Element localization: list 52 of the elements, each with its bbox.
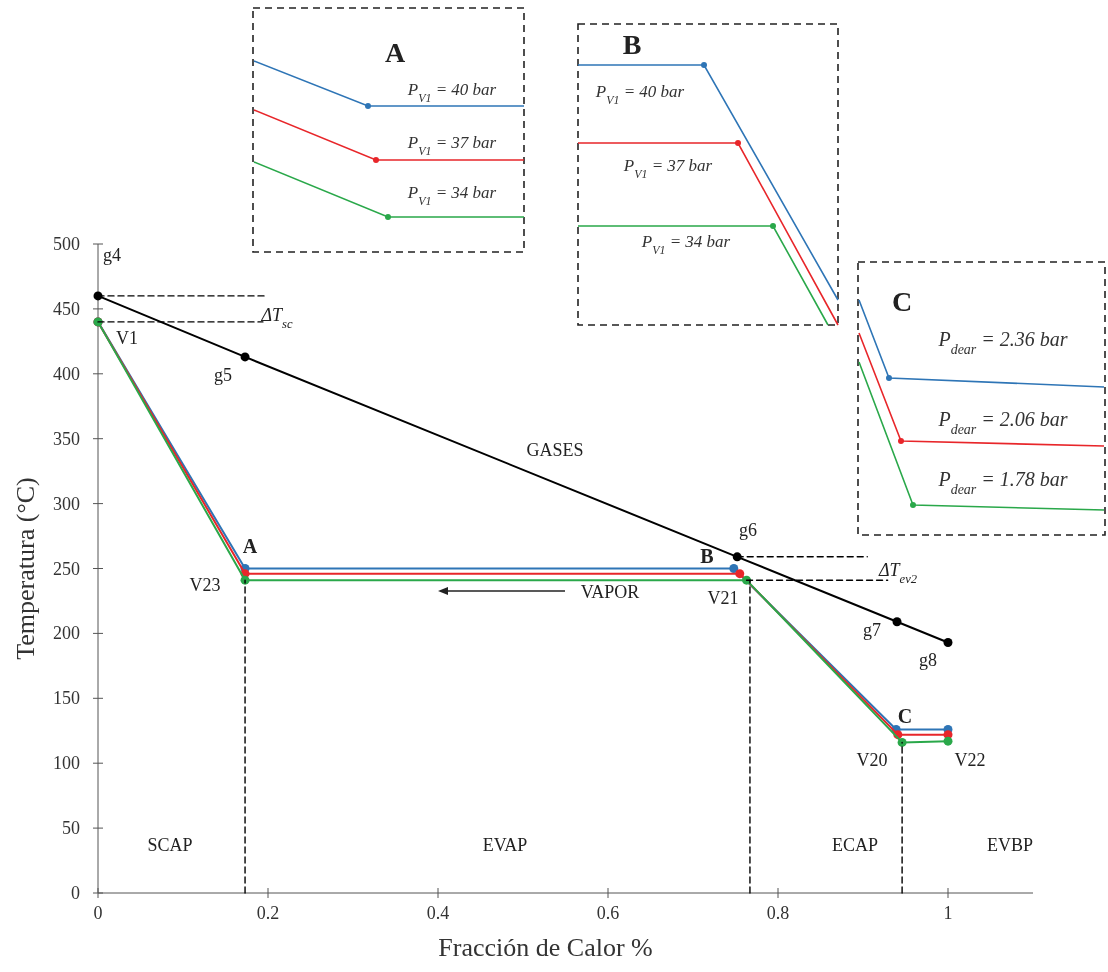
y-tick-label: 200 <box>53 623 80 644</box>
x-tick-label: 1 <box>943 903 953 923</box>
text: P$_{V1}$ = 37 bar <box>406 133 497 158</box>
annotation: V1 <box>116 328 138 348</box>
text: P$_{V1}$ = 40 bar <box>406 80 497 105</box>
x-tick-label: 0.6 <box>596 903 620 923</box>
y-tick-label: 300 <box>53 493 80 514</box>
annotation: g7 <box>863 620 881 640</box>
annotation: SCAP <box>147 835 193 855</box>
annotation: g6 <box>739 520 757 540</box>
annotation: GASES <box>526 440 584 460</box>
y-tick-label: 100 <box>53 753 80 774</box>
annotation: V23 <box>189 575 221 595</box>
y-axis-title: Temperatura (°C) <box>11 477 40 660</box>
annotation: P$_{dear}$ = 1.78 bar <box>937 468 1068 497</box>
annotation: ΔT$_{sc}$ <box>260 305 293 331</box>
annotation: A <box>242 535 258 557</box>
x-tick-label: 0 <box>93 903 103 923</box>
y-tick-label: 50 <box>62 818 80 839</box>
x-tick-label: 0.4 <box>426 903 450 923</box>
annotation: C <box>897 705 913 727</box>
x-axis-title: Fracción de Calor % <box>438 933 653 962</box>
text: C <box>891 286 913 317</box>
text: A <box>384 37 406 68</box>
x-tick-label: 0.8 <box>766 903 790 923</box>
y-tick-label: 400 <box>53 363 80 384</box>
annotation: g5 <box>214 365 232 385</box>
annotation: P$_{dear}$ = 2.36 bar <box>937 328 1068 357</box>
annotation: ECAP <box>831 835 879 855</box>
annotation: ΔT$_{ev2}$ <box>877 560 918 586</box>
y-tick-label: 0 <box>71 883 80 903</box>
y-tick-label: 250 <box>53 558 80 579</box>
text: P$_{V1}$ = 34 bar <box>406 183 497 208</box>
annotation: P$_{V1}$ = 34 bar <box>640 232 731 257</box>
x-tick-label: 0.2 <box>256 903 280 923</box>
annotation: V21 <box>707 588 739 608</box>
y-tick-label: 450 <box>53 298 80 319</box>
annotation: V20 <box>856 750 888 770</box>
annotation: EVAP <box>482 835 528 855</box>
annotation: V22 <box>954 750 986 770</box>
annotation: VAPOR <box>580 582 640 602</box>
annotation: g8 <box>919 650 937 670</box>
text: B <box>622 29 642 60</box>
annotation: EVBP <box>986 835 1034 855</box>
text: P$_{V1}$ = 37 bar <box>622 156 713 181</box>
text: P$_{V1}$ = 40 bar <box>594 82 685 107</box>
annotation: g4 <box>103 245 121 265</box>
y-tick-label: 350 <box>53 428 80 449</box>
annotation: P$_{dear}$ = 2.06 bar <box>937 408 1068 437</box>
y-tick-label: 150 <box>53 688 80 709</box>
annotation: B <box>700 545 714 567</box>
y-tick-label: 500 <box>53 234 80 254</box>
